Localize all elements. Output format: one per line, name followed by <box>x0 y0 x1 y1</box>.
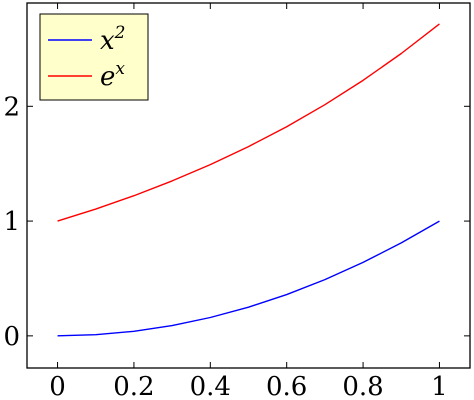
x-tick-label: 0.4 <box>190 372 231 400</box>
y-tick-label: 2 <box>3 92 20 122</box>
legend-label-base: e <box>100 62 115 92</box>
y-tick-label: 0 <box>3 322 20 352</box>
legend-label-0: x2 <box>100 23 126 56</box>
x-tick-label: 0 <box>49 372 66 400</box>
series-layer <box>57 23 440 337</box>
series-line-0 <box>57 220 440 337</box>
legend-label-sup: 2 <box>114 23 126 43</box>
x-tick-label: 0.6 <box>266 372 307 400</box>
x-tick-label: 0.2 <box>113 372 154 400</box>
legend-label-1: ex <box>100 59 125 92</box>
x-tick-label: 1 <box>431 372 448 400</box>
legend-label-sup: x <box>115 59 125 79</box>
legend-box <box>39 13 149 101</box>
plot-frame <box>26 2 471 369</box>
y-tick-label: 1 <box>3 207 20 237</box>
axis-ticks: 0 0.2 0.4 0.6 0.8 1 0 1 2 <box>3 3 470 400</box>
x-tick-label: 0.8 <box>342 372 383 400</box>
legend-label-base: x <box>100 26 115 56</box>
series-line-1 <box>57 23 440 222</box>
